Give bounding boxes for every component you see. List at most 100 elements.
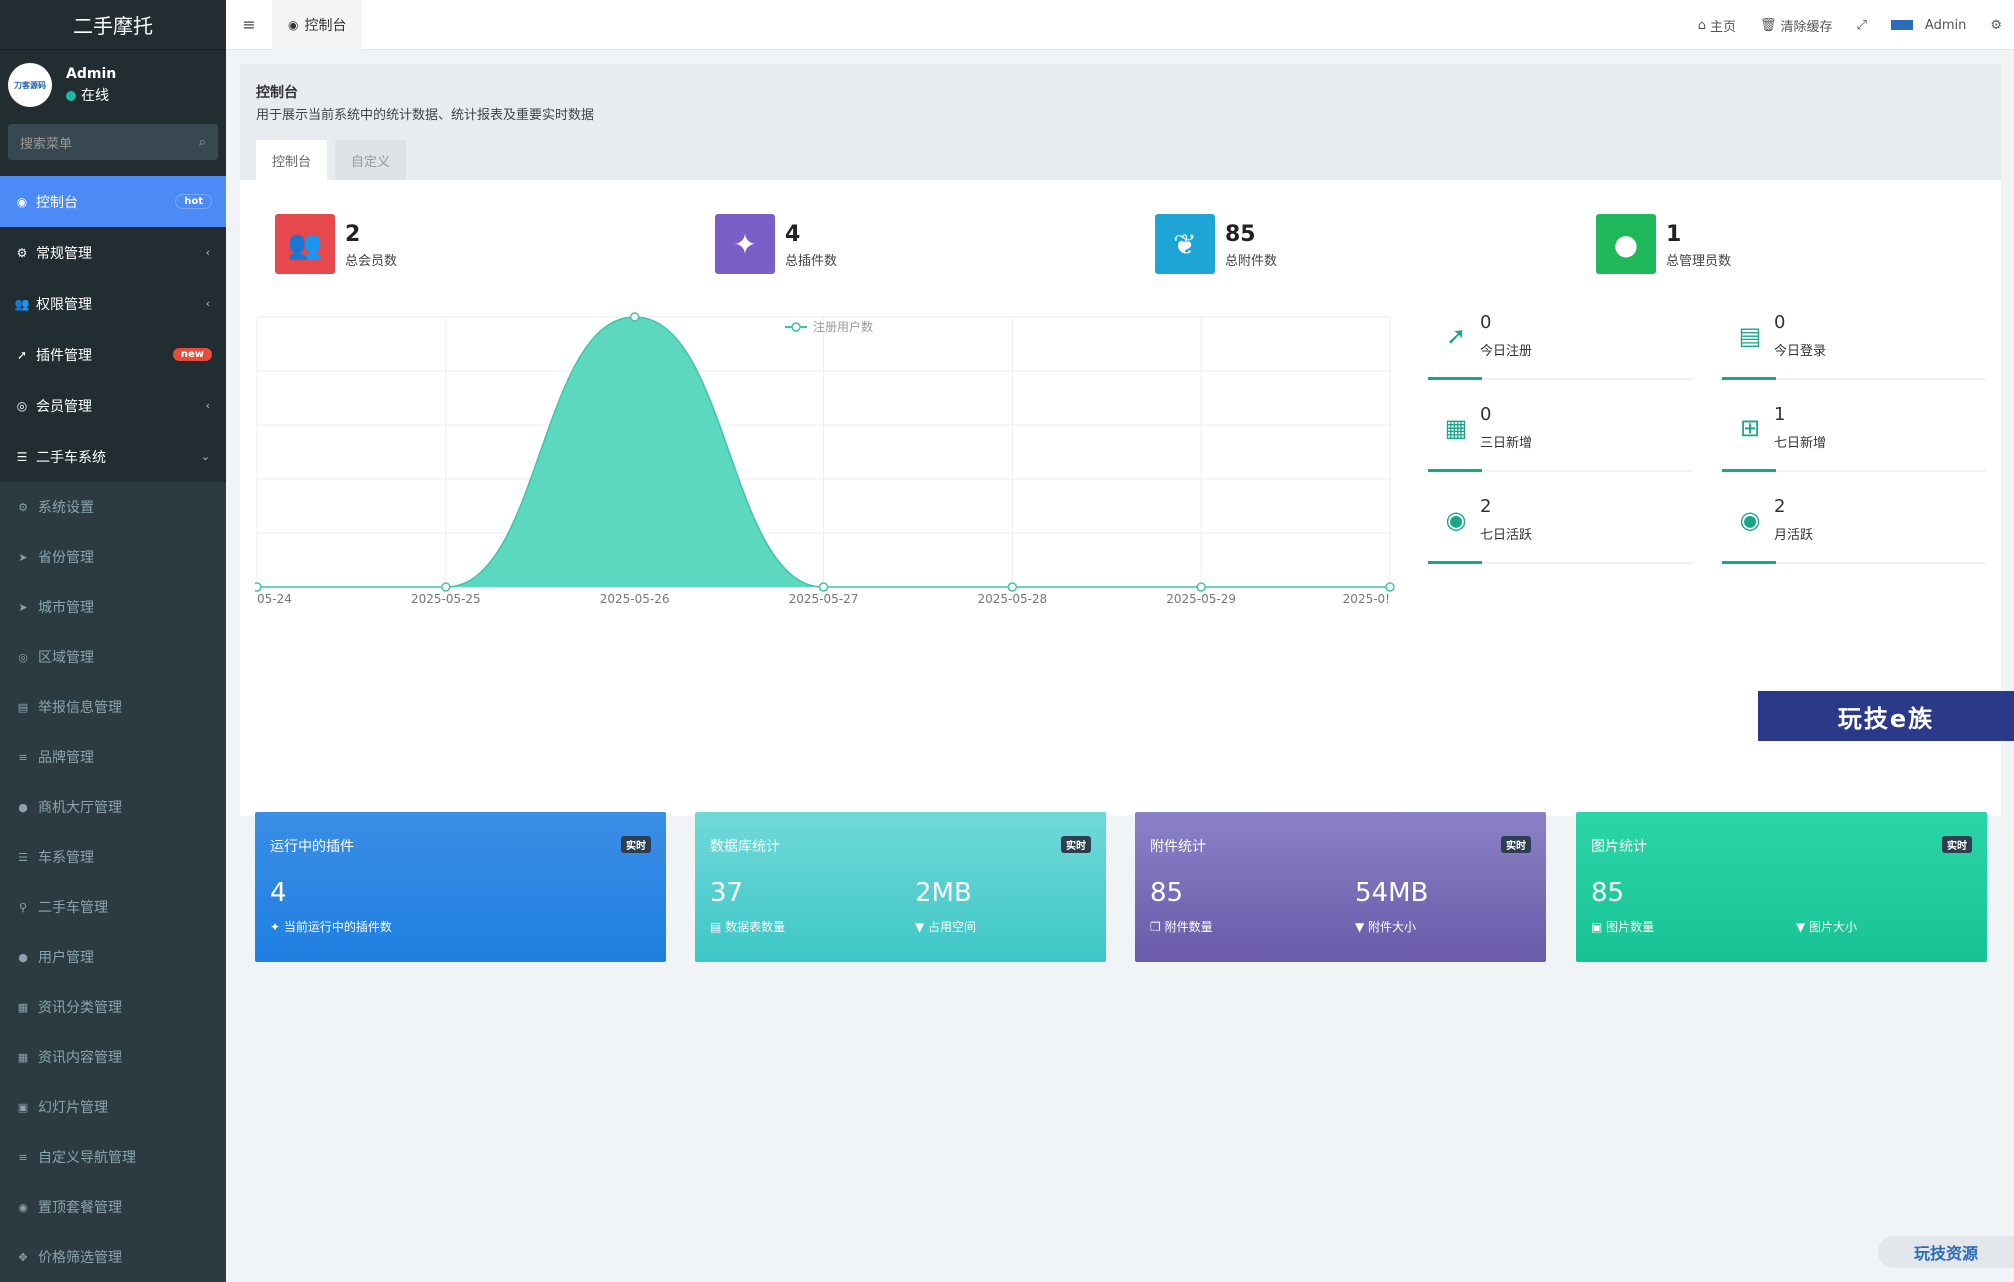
- sidebar-item-label: 常规管理: [36, 245, 92, 262]
- admin-menu[interactable]: Admin: [1879, 18, 1978, 33]
- app-logo[interactable]: 二手摩托: [0, 0, 226, 50]
- home-icon: ⌂: [1697, 17, 1706, 33]
- mini-stat-label: 三日新增: [1480, 436, 1533, 451]
- stat-admins: ● 1 总管理员数: [1596, 214, 1731, 274]
- leaf-icon: ❦: [1155, 214, 1215, 274]
- bars-icon: ≡: [18, 1150, 28, 1164]
- sidebar-item-dashboard[interactable]: ◉ 控制台 hot: [0, 176, 226, 227]
- user-icon: ●: [18, 800, 28, 814]
- sidebar-sub-item[interactable]: ➤ 城市管理: [0, 582, 226, 632]
- sub-item-label: 幻灯片管理: [38, 1100, 108, 1116]
- watermark-logo: 玩技e族: [1758, 691, 2014, 741]
- data-point: [629, 312, 640, 322]
- sidebar-sub-item[interactable]: ⚲ 二手车管理: [0, 882, 226, 932]
- film-icon: ▤: [17, 700, 29, 714]
- id-card-icon: ▤: [1738, 322, 1762, 350]
- mini-stat-label: 月活跃: [1774, 528, 1814, 543]
- series-line: [257, 316, 1390, 588]
- tab-dashboard[interactable]: ◉ 控制台: [272, 0, 363, 50]
- sidebar-item-label: 控制台: [36, 194, 78, 211]
- database-icon: ▤: [710, 920, 726, 934]
- sidebar-sub-item[interactable]: ● 商机大厅管理: [0, 782, 226, 832]
- sidebar-sub-item[interactable]: ◎ 区域管理: [0, 632, 226, 682]
- sidebar-sub-item[interactable]: ➤ 省份管理: [0, 532, 226, 582]
- sub-item-label: 价格筛选管理: [38, 1250, 122, 1266]
- mini-stat-value: 2: [1480, 496, 1492, 517]
- user-circle-icon: ◉: [1445, 506, 1467, 534]
- sidebar-sub-item[interactable]: ▦ 资讯内容管理: [0, 1032, 226, 1082]
- realtime-badge: 实时: [1061, 836, 1091, 853]
- accent-line: [1428, 377, 1482, 380]
- magic-icon: ✦: [715, 214, 775, 274]
- menu-search-placeholder: 搜索菜单: [20, 136, 73, 152]
- sidebar: 二手摩托 刀客源码 Admin 在线 搜索菜单 ⌕ ◉ 控制台 hot ⚙ 常规…: [0, 0, 226, 1282]
- sidebar-item-member[interactable]: ◎ 会员管理 ‹: [0, 380, 226, 431]
- user-circle-icon: ◉: [1739, 506, 1761, 534]
- mini-stat-value: 0: [1774, 312, 1786, 333]
- stat-label: 总会员数: [345, 253, 398, 269]
- menu-toggle-icon[interactable]: ≡: [242, 15, 256, 34]
- x-tick-label: 2025-05-28: [977, 592, 1047, 606]
- search-icon[interactable]: ⌕: [198, 134, 206, 150]
- files-icon: ❐: [1150, 920, 1165, 934]
- sidebar-item-label: 插件管理: [36, 347, 92, 364]
- realtime-badge: 实时: [1942, 836, 1972, 853]
- settings-button[interactable]: ⚙: [1978, 18, 2014, 33]
- sidebar-sub-item[interactable]: ▣ 幻灯片管理: [0, 1082, 226, 1132]
- chevron-left-icon: ‹: [205, 297, 210, 310]
- rocket-icon: ➚: [1445, 322, 1467, 350]
- sidebar-sub-item[interactable]: ▦ 资讯分类管理: [0, 982, 226, 1032]
- data-point: [1007, 582, 1018, 592]
- card-sub: ▤ 数据表数量: [710, 918, 785, 935]
- sub-item-label: 置顶套餐管理: [38, 1200, 122, 1216]
- rocket-icon: ➚: [16, 347, 28, 362]
- user-icon: ●: [18, 950, 28, 964]
- avatar: 刀客源码: [8, 63, 52, 107]
- sub-item-label: 二手车管理: [38, 900, 108, 916]
- mini-stat-value: 0: [1480, 404, 1492, 425]
- sidebar-sub-item[interactable]: ≡ 品牌管理: [0, 732, 226, 782]
- menu-search-input[interactable]: 搜索菜单 ⌕: [8, 124, 218, 160]
- data-point: [1196, 582, 1206, 592]
- home-link[interactable]: ⌂ 主页: [1686, 16, 1748, 35]
- card-images: 图片统计 实时 85 ▣ 图片数量 ▼ 图片大小: [1576, 812, 1987, 962]
- fullscreen-button[interactable]: ⤢: [1845, 18, 1879, 33]
- divider: [1722, 470, 1986, 472]
- online-dot-icon: [66, 91, 76, 101]
- register-chart: 05-24 2025-05-25 2025-05-26 2025-05-27 2025-…: [255, 312, 1395, 606]
- sidebar-sub-item[interactable]: ⚙ 系统设置: [0, 482, 226, 532]
- sidebar-item-general[interactable]: ⚙ 常规管理 ‹: [0, 227, 226, 278]
- sidebar-item-addon[interactable]: ➚ 插件管理 new: [0, 329, 226, 380]
- sidebar-item-label: 权限管理: [36, 296, 92, 313]
- clear-cache-button[interactable]: 🗑 清除缓存: [1748, 16, 1845, 35]
- sidebar-item-auth[interactable]: 👥 权限管理 ‹: [0, 278, 226, 329]
- cogs-icon: ⚙: [18, 500, 28, 514]
- sidebar-sub-item[interactable]: ☰ 车系管理: [0, 832, 226, 882]
- card-sub-label: 数据表数量: [725, 920, 786, 934]
- page-subtitle: 用于展示当前系统中的统计数据、统计报表及重要实时数据: [256, 108, 595, 123]
- dashboard-icon: ◉: [288, 17, 299, 32]
- user-panel: 刀客源码 Admin 在线: [0, 50, 226, 120]
- admin-avatar: [1890, 20, 1913, 30]
- card-value: 4: [270, 878, 287, 908]
- x-tick-label: 2025-05-25: [411, 592, 481, 606]
- tab-dashboard-content[interactable]: 控制台: [256, 140, 328, 180]
- x-tick-label: 2025-0!: [1343, 592, 1390, 606]
- sidebar-sub-item[interactable]: ● 用户管理: [0, 932, 226, 982]
- mini-stat-value: 2: [1774, 496, 1786, 517]
- tab-custom[interactable]: 自定义: [335, 140, 407, 180]
- sidebar-item-label: 二手车系统: [36, 449, 106, 466]
- user-icon: ●: [1596, 214, 1656, 274]
- admin-label: Admin: [1924, 17, 1967, 33]
- sidebar-sub-item[interactable]: ▤ 举报信息管理: [0, 682, 226, 732]
- card-value-2: 2MB: [915, 878, 972, 908]
- card-sub-label: 当前运行中的插件数: [283, 920, 392, 934]
- sidebar-sub-item[interactable]: ◉ 置顶套餐管理: [0, 1182, 226, 1232]
- sidebar-sub-item[interactable]: ✥ 价格筛选管理: [0, 1232, 226, 1282]
- stat-label: 总管理员数: [1666, 253, 1732, 269]
- sidebar-sub-item[interactable]: ≡ 自定义导航管理: [0, 1132, 226, 1182]
- data-point: [818, 582, 829, 592]
- list-icon: ☰: [18, 850, 28, 864]
- sidebar-item-usedcar[interactable]: ☰ 二手车系统 ⌄: [0, 431, 226, 482]
- card-running-addons: 运行中的插件 实时 4 ✦ 当前运行中的插件数: [255, 812, 666, 962]
